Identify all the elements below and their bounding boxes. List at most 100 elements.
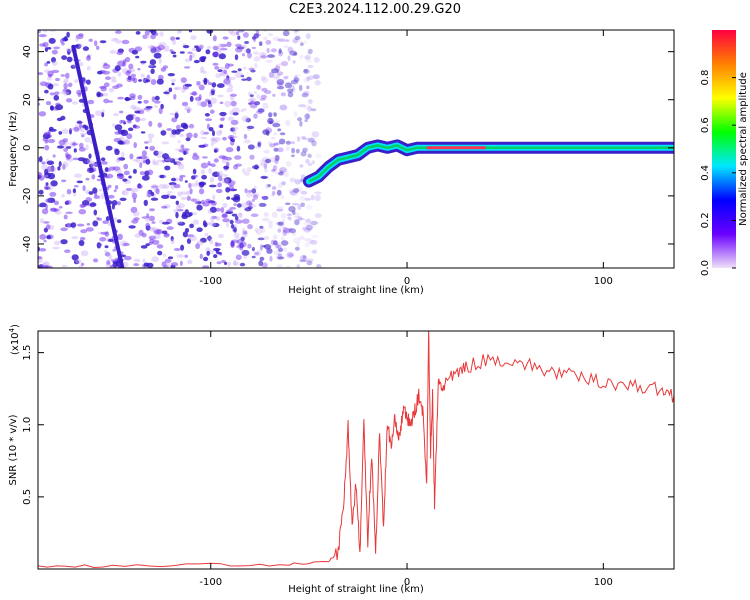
noise-speckle xyxy=(271,190,276,196)
noise-speckle xyxy=(87,54,91,59)
noise-speckle xyxy=(116,174,125,180)
noise-speckle xyxy=(128,175,132,179)
noise-speckle xyxy=(240,202,248,208)
noise-speckle xyxy=(204,113,210,117)
noise-speckle xyxy=(219,124,224,129)
noise-speckle xyxy=(276,208,284,212)
noise-speckle xyxy=(78,147,86,152)
noise-speckle xyxy=(266,47,270,54)
noise-speckle xyxy=(130,73,136,78)
noise-speckle xyxy=(253,113,258,119)
noise-speckle xyxy=(230,31,237,36)
noise-speckle xyxy=(180,144,185,149)
noise-speckle xyxy=(46,160,55,166)
noise-speckle xyxy=(229,207,237,210)
noise-speckle xyxy=(258,202,267,207)
noise-speckle xyxy=(63,82,68,89)
noise-speckle xyxy=(230,100,237,107)
noise-speckle xyxy=(301,92,309,98)
noise-speckle xyxy=(121,39,130,45)
noise-speckle xyxy=(291,87,296,94)
noise-speckle xyxy=(63,36,68,42)
noise-speckle xyxy=(132,159,138,162)
noise-speckle xyxy=(181,213,189,220)
noise-speckle xyxy=(117,60,126,67)
noise-speckle xyxy=(234,155,242,160)
noise-speckle xyxy=(221,174,228,177)
noise-speckle xyxy=(121,119,126,123)
noise-speckle xyxy=(223,78,231,85)
noise-speckle xyxy=(297,216,303,221)
noise-speckle xyxy=(297,117,303,122)
noise-speckle xyxy=(199,253,203,260)
noise-speckle xyxy=(282,30,290,37)
noise-speckle xyxy=(226,88,234,93)
noise-speckle xyxy=(260,75,266,81)
noise-speckle xyxy=(282,229,288,237)
noise-speckle xyxy=(196,81,201,86)
noise-speckle xyxy=(117,96,124,100)
noise-speckle xyxy=(117,72,122,77)
noise-speckle xyxy=(124,139,131,145)
noise-speckle xyxy=(128,63,134,70)
snr-plot-area xyxy=(38,331,674,569)
noise-speckle xyxy=(275,63,281,69)
noise-speckle xyxy=(305,224,313,231)
noise-speckle xyxy=(215,73,221,78)
noise-speckle xyxy=(261,195,269,201)
noise-speckle xyxy=(273,250,281,256)
noise-speckle xyxy=(231,107,240,114)
noise-speckle xyxy=(256,228,262,235)
noise-speckle xyxy=(237,35,241,40)
noise-speckle xyxy=(224,178,229,185)
noise-speckle xyxy=(177,221,186,226)
noise-speckle xyxy=(71,254,79,261)
snr-ylabel: SNR (10 * v/v) xyxy=(8,414,19,485)
noise-speckle xyxy=(184,83,192,87)
noise-speckle xyxy=(138,79,142,82)
noise-speckle xyxy=(117,219,122,224)
noise-speckle xyxy=(85,177,90,181)
snr-ticks: -100 0 100 0.5 1.0 1.5 xyxy=(22,331,674,588)
noise-speckle xyxy=(236,203,242,208)
noise-speckle xyxy=(242,43,247,49)
noise-speckle xyxy=(222,202,228,209)
noise-speckle xyxy=(257,108,265,113)
noise-speckle xyxy=(302,137,309,141)
noise-speckle xyxy=(256,33,261,37)
noise-speckle xyxy=(142,34,148,40)
noise-speckle xyxy=(282,171,289,178)
noise-speckle xyxy=(282,247,288,252)
snr-xtick-label: -100 xyxy=(199,577,222,588)
noise-speckle xyxy=(179,176,184,182)
noise-speckle xyxy=(298,84,303,92)
noise-speckle xyxy=(123,255,132,261)
noise-speckle xyxy=(306,59,312,63)
noise-speckle xyxy=(253,36,256,43)
noise-speckle xyxy=(304,113,310,120)
noise-speckle xyxy=(64,249,71,253)
noise-speckle xyxy=(156,78,164,85)
noise-speckle xyxy=(58,139,66,146)
noise-speckle xyxy=(154,105,158,108)
noise-speckle xyxy=(247,224,253,230)
noise-speckle xyxy=(51,49,58,55)
noise-speckle xyxy=(311,224,316,228)
noise-speckle xyxy=(165,262,171,268)
noise-speckle xyxy=(207,46,212,49)
noise-speckle xyxy=(131,50,139,55)
spectrogram-ytick-label: -20 xyxy=(22,188,33,204)
noise-speckle xyxy=(82,46,89,51)
noise-speckle xyxy=(51,69,60,74)
noise-speckle xyxy=(161,221,170,225)
noise-speckle xyxy=(74,79,79,84)
noise-speckle xyxy=(52,154,56,158)
noise-speckle xyxy=(57,145,65,149)
noise-speckle xyxy=(116,50,124,56)
noise-speckle xyxy=(62,144,68,148)
noise-speckle xyxy=(43,221,50,224)
noise-speckle xyxy=(218,233,224,239)
noise-speckle xyxy=(146,74,150,80)
noise-speckle xyxy=(187,234,195,238)
noise-speckle xyxy=(166,191,173,194)
